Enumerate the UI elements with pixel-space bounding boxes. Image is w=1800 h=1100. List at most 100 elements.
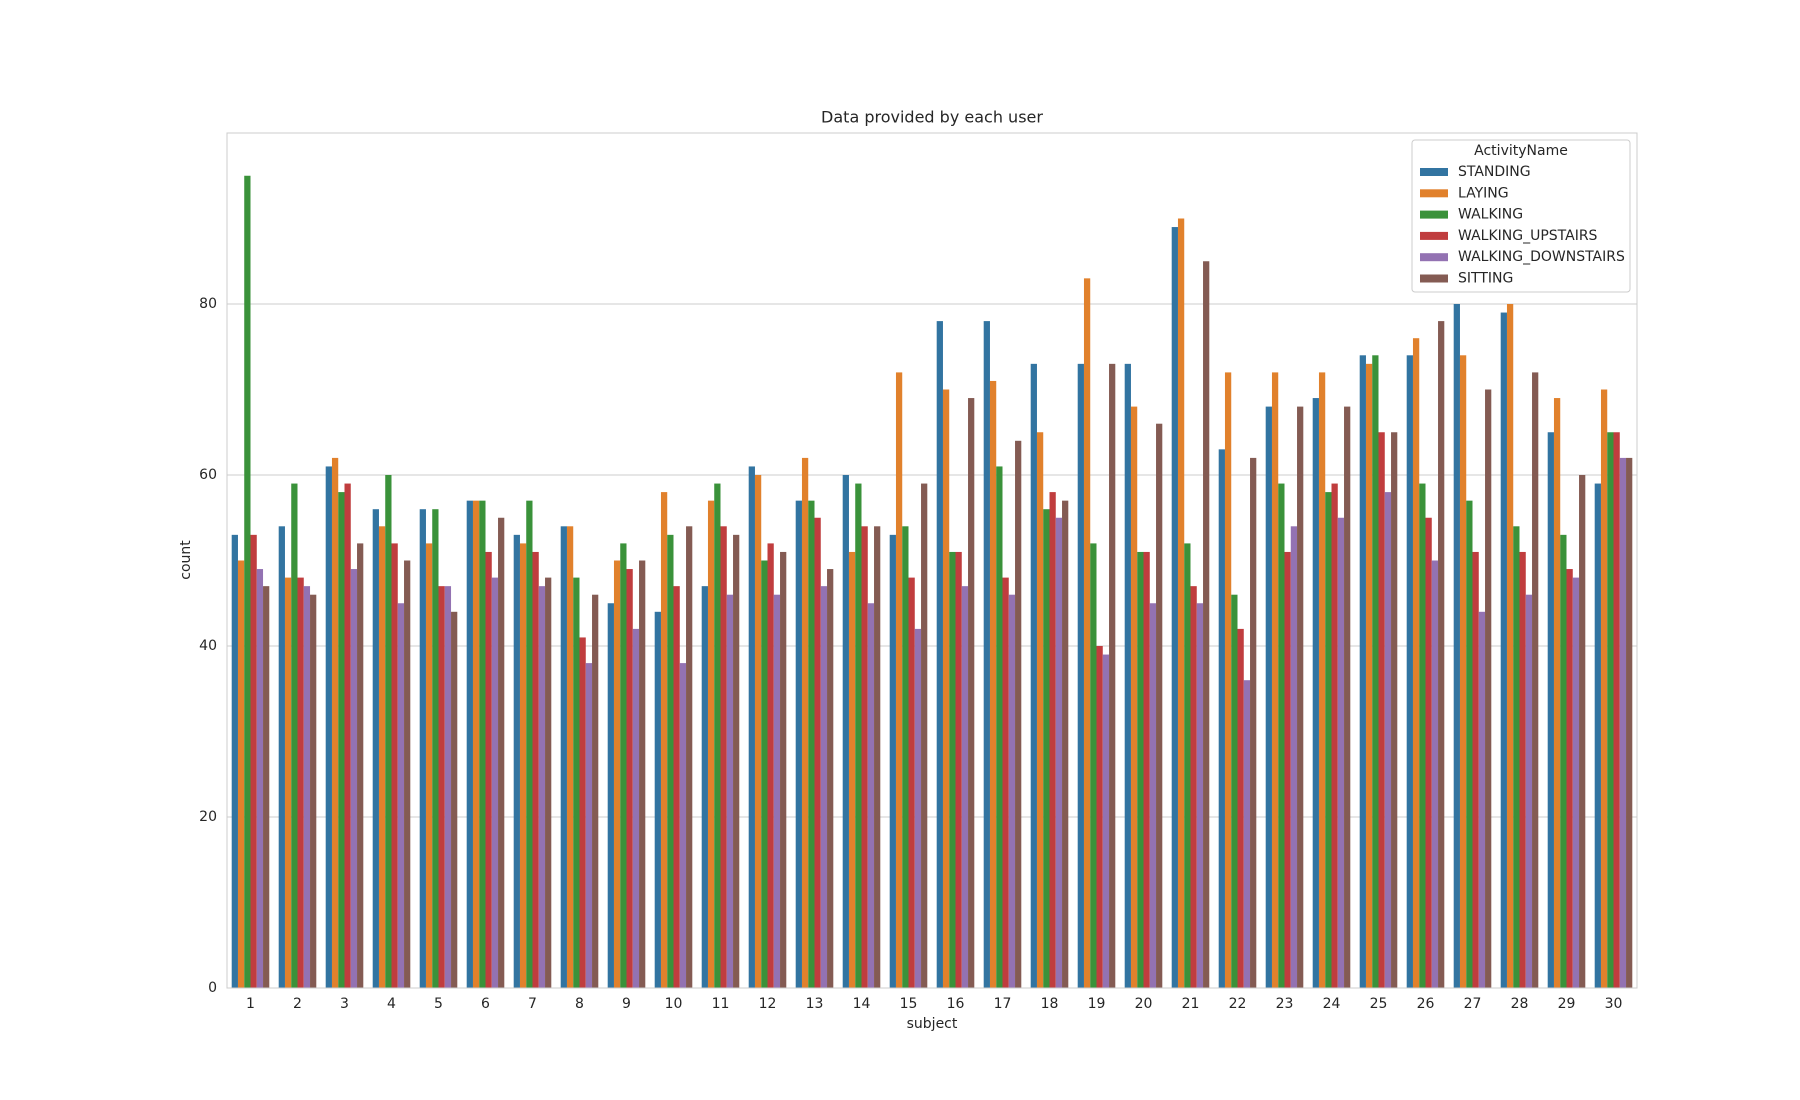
x-tick-label: 15: [900, 996, 918, 1012]
bar: [425, 543, 433, 988]
bar: [250, 534, 257, 988]
bar: [438, 586, 445, 988]
bar: [357, 543, 364, 988]
bar: [626, 569, 633, 988]
x-tick-label: 23: [1276, 996, 1294, 1012]
bar: [1372, 355, 1379, 988]
bar: [325, 466, 332, 988]
bar: [639, 560, 646, 988]
x-tick-label: 1: [246, 996, 255, 1012]
bar: [310, 594, 317, 988]
bar: [667, 534, 674, 988]
bar: [1419, 483, 1426, 988]
bar: [498, 517, 505, 988]
bar: [1062, 500, 1069, 988]
bar: [1459, 355, 1467, 988]
bar: [949, 551, 956, 988]
x-tick-label: 11: [712, 996, 730, 1012]
bar: [780, 551, 787, 988]
bar: [350, 569, 358, 988]
bar: [1284, 551, 1291, 988]
bar: [1203, 261, 1210, 988]
bar: [1243, 680, 1251, 988]
bar: [855, 483, 862, 988]
bar: [968, 398, 975, 988]
bar: [1412, 338, 1420, 988]
bar: [808, 500, 815, 988]
bar: [1378, 432, 1385, 988]
bar: [1002, 577, 1009, 988]
bar: [1049, 492, 1056, 988]
bar: [1391, 432, 1398, 988]
x-tick-label: 6: [481, 996, 490, 1012]
bar: [632, 628, 640, 988]
x-tick-label: 3: [340, 996, 349, 1012]
bar: [1607, 432, 1614, 988]
legend-label: SITTING: [1458, 271, 1513, 287]
bar: [660, 492, 668, 988]
x-tick-label: 4: [387, 996, 396, 1012]
bar: [1506, 304, 1514, 988]
bar: [432, 509, 439, 988]
bar: [889, 534, 896, 988]
bar: [566, 526, 574, 988]
bar: [996, 466, 1003, 988]
bar: [1278, 483, 1285, 988]
bar: [1231, 594, 1238, 988]
bar: [1184, 543, 1191, 988]
bar: [1109, 363, 1116, 989]
bar: [344, 483, 351, 988]
bar: [1250, 457, 1257, 988]
bar: [1149, 603, 1157, 988]
bar: [874, 526, 881, 988]
bar: [331, 457, 339, 988]
bar: [1102, 654, 1110, 988]
bar: [673, 586, 680, 988]
bar: [989, 380, 997, 988]
x-tick-label: 28: [1511, 996, 1529, 1012]
bar: [297, 577, 304, 988]
bar: [244, 175, 251, 988]
bar: [1626, 457, 1633, 988]
x-tick-label: 19: [1088, 996, 1106, 1012]
bar: [613, 560, 621, 988]
bar: [303, 586, 311, 988]
bar: [961, 586, 969, 988]
bar: [573, 577, 580, 988]
bar: [1143, 551, 1150, 988]
bar: [1137, 551, 1144, 988]
bar: [1156, 423, 1163, 988]
bar: [1237, 628, 1244, 988]
bar: [761, 560, 768, 988]
bar: [1055, 517, 1063, 988]
legend-title: ActivityName: [1474, 143, 1568, 159]
bar: [1547, 432, 1554, 988]
bar: [1218, 449, 1225, 989]
legend-label: WALKING: [1458, 207, 1523, 223]
x-tick-label: 9: [622, 996, 631, 1012]
bar: [795, 500, 802, 988]
x-tick-label: 2: [293, 996, 302, 1012]
bar: [538, 586, 546, 988]
legend-swatch: [1420, 274, 1448, 283]
bar: [1043, 509, 1050, 988]
bar: [1337, 517, 1345, 988]
bar: [378, 526, 386, 988]
x-tick-label: 26: [1417, 996, 1435, 1012]
x-tick-label: 5: [434, 996, 443, 1012]
bar: [1271, 372, 1279, 988]
y-tick-label: 20: [199, 809, 217, 825]
x-tick-label: 13: [806, 996, 824, 1012]
bar: [607, 603, 614, 988]
bar: [1566, 569, 1573, 988]
bar: [231, 534, 238, 988]
legend-box: [1411, 139, 1631, 293]
x-tick-label: 22: [1229, 996, 1247, 1012]
bar: [491, 577, 499, 988]
bar: [579, 637, 586, 988]
bar: [472, 500, 480, 988]
legend-swatch: [1420, 210, 1448, 219]
legend-swatch: [1420, 253, 1448, 262]
bar: [1318, 372, 1326, 988]
legend-swatch: [1420, 189, 1448, 198]
